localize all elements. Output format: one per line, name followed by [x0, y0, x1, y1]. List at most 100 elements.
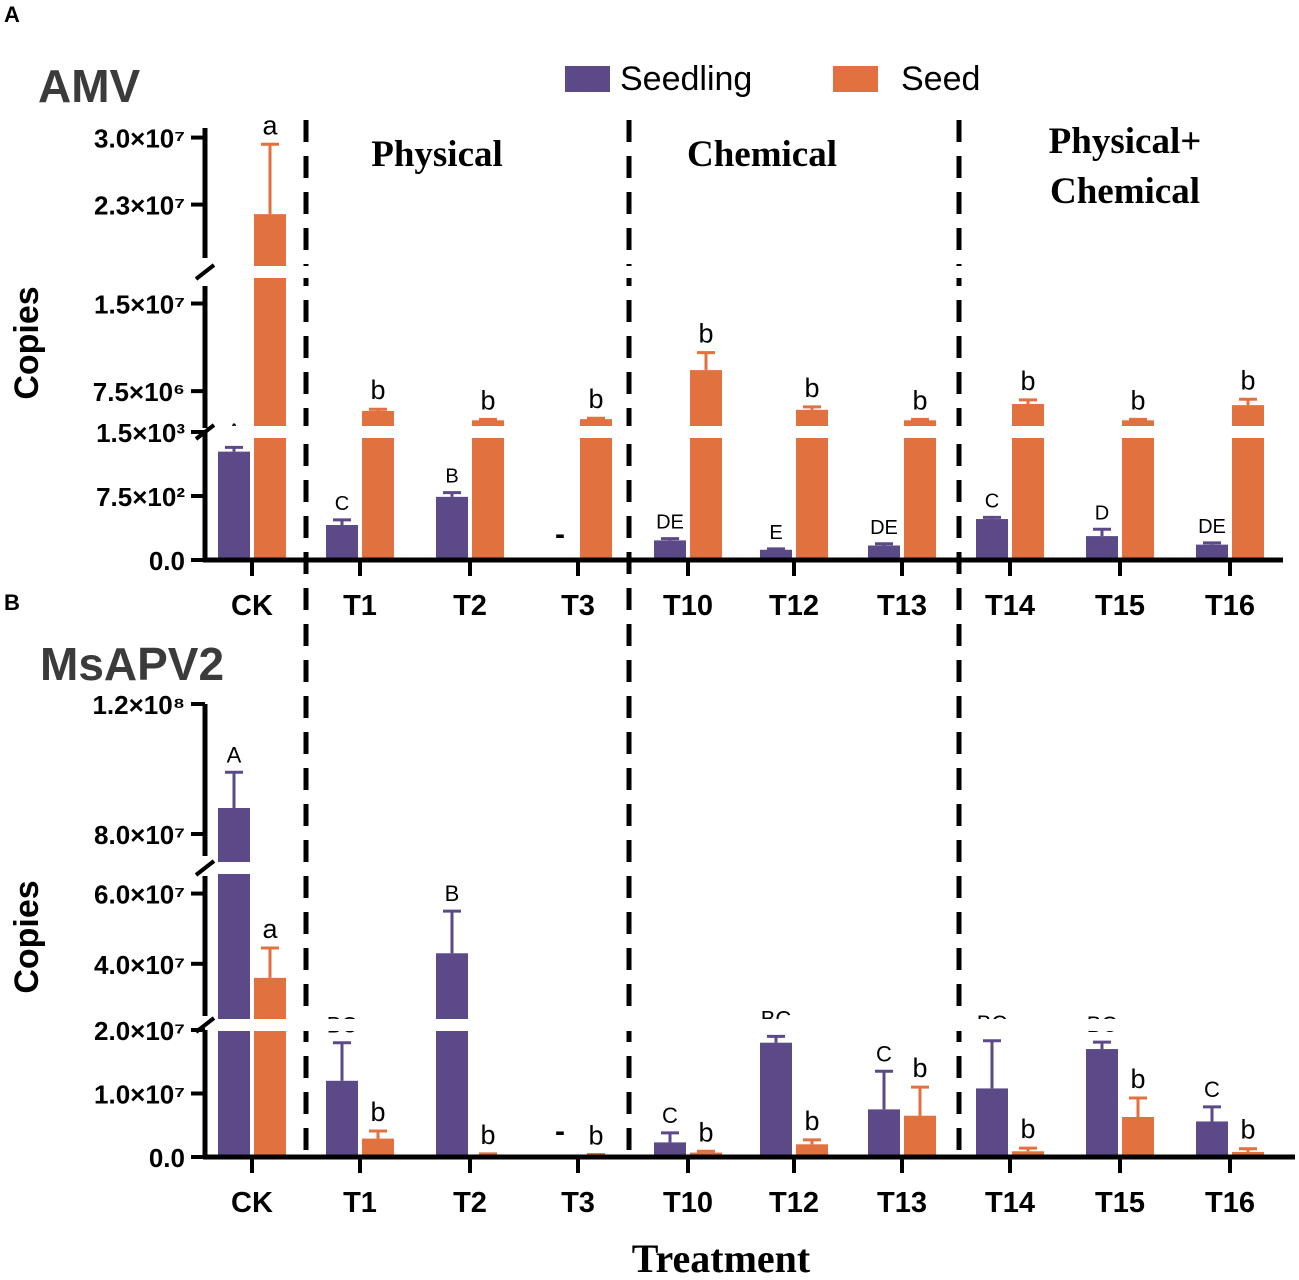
panel-b-sig-letter-seedling-T13: C: [876, 1041, 892, 1066]
panel-b-sig-letter-seed-T1: b: [370, 1097, 385, 1127]
panel-b-bar-seedling-T16: [1196, 1121, 1228, 1157]
panel-a-bar-seed-T2: [472, 420, 504, 560]
panel-b-sig-letter-seed-T13: b: [912, 1053, 927, 1083]
panel-b-title: MsAPV2: [40, 638, 224, 690]
panel-a-sig-letter-seedling-T14: C: [985, 490, 999, 512]
panel-a-bar-seedling-T13: [868, 545, 900, 560]
panel-a-sig-letter-seed-T14: b: [1020, 366, 1035, 396]
panel-a-x-tick-label-T15: T15: [1095, 590, 1145, 622]
panel-a-axis-break-mark-2: [194, 263, 216, 281]
panel-b-sig-letter-seedling-T2: B: [445, 881, 460, 906]
panel-a-y-tick-label-mid-1: 1.5×10⁷: [94, 290, 185, 320]
panel-b-axis-break-gap-1: [211, 1019, 1299, 1031]
panel-b-sig-letter-seed-T3: b: [588, 1120, 603, 1150]
panel-b-axis-break-mark-2: [194, 859, 216, 877]
panel-a-x-tick-label-CK: CK: [231, 590, 273, 622]
panel-b-x-tick-label-T12: T12: [769, 1187, 819, 1219]
panel-a-axis-break-mark-1: [194, 423, 216, 441]
panel-a-x-tick-label-T2: T2: [453, 590, 487, 622]
panel-b-sig-letter-seedling-T10: C: [662, 1103, 678, 1128]
panel-b-sig-letter-seed-T16: b: [1240, 1115, 1255, 1145]
panel-b-sig-letter-seed-T15: b: [1130, 1064, 1145, 1094]
panel-a-sig-letter-seedling-T16: DE: [1198, 516, 1226, 538]
panel-b-bar-seedling-T14: [976, 1088, 1008, 1157]
panel-b-sig-letter-seedling-T16: C: [1204, 1077, 1220, 1102]
panel-a-sig-letter-seed-T1: b: [370, 375, 385, 405]
panel-a-sig-letter-seedling-T3: -: [555, 518, 565, 551]
panel-b-plot: AaBCbBb-bCbBCbCbBCbBCbCb0.01.0×10⁷2.0×10…: [92, 690, 1299, 1219]
panel-b-x-tick-label-T2: T2: [453, 1187, 487, 1219]
panel-b-y-tick-label-low-0: 0.0: [149, 1143, 185, 1173]
panel-b-x-tick-label-T14: T14: [985, 1187, 1035, 1219]
panel-a-sig-letter-seedling-T1: C: [335, 493, 349, 515]
panel-a-sig-letter-seedling-T13: DE: [870, 517, 898, 539]
panel-b-bar-seed-T13: [904, 1115, 936, 1157]
panel-a-x-tick-label-T12: T12: [769, 590, 819, 622]
panel-b-sig-letter-seed-CK: a: [262, 914, 278, 944]
panel-a-bar-seedling-T10: [654, 540, 686, 560]
panel-a-y-tick-label-low-1: 7.5×10²: [96, 482, 185, 512]
panel-a-bar-seed-T15: [1122, 420, 1154, 560]
panel-b-bar-seedling-T13: [868, 1109, 900, 1157]
panel-b-y-tick-label-mid-0: 4.0×10⁷: [94, 950, 185, 980]
panel-a-bar-seedling-T1: [326, 525, 358, 560]
legend-seedling-label: Seedling: [620, 60, 752, 98]
panel-a-x-tick-label-T14: T14: [985, 590, 1035, 622]
panel-b-axis-break-gap-2: [211, 862, 1299, 874]
panel-b-axis-break-mark-1: [194, 1016, 216, 1034]
panel-a-bar-seedling-T14: [976, 519, 1008, 560]
panel-b-y-tick-label-low-2: 2.0×10⁷: [94, 1016, 185, 1046]
group-label-physical: Physical: [371, 134, 503, 175]
panel-a-bar-seedling-T2: [436, 496, 468, 560]
legend-seedling-swatch: [565, 66, 610, 92]
panel-a-bar-seed-T10: [690, 370, 722, 560]
legend-seed-swatch: [833, 66, 878, 92]
panel-a-x-tick-label-T10: T10: [663, 590, 713, 622]
panel-a-sig-letter-seed-CK: a: [262, 110, 278, 140]
panel-b-bar-seed-T1: [362, 1138, 394, 1157]
panel-b-x-tick-label-T16: T16: [1205, 1187, 1255, 1219]
panel-b-bar-seed-T15: [1122, 1116, 1154, 1157]
panel-b-sig-letter-seedling-CK: A: [227, 742, 242, 767]
panel-b-bar-seedling-CK: [218, 808, 250, 1157]
panel-b-sig-letter-seed-T12: b: [804, 1106, 819, 1136]
panel-a-bar-seed-T3: [580, 419, 612, 560]
panel-b-y-tick-label-high-0: 8.0×10⁷: [94, 820, 185, 850]
panel-b-sig-letter-seed-T10: b: [698, 1117, 713, 1147]
panel-a-sig-letter-seed-T12: b: [804, 373, 819, 403]
panel-a-bar-seedling-CK: [218, 451, 250, 560]
panel-a-sig-letter-seed-T13: b: [912, 385, 927, 415]
panel-b-y-axis-label: Copies: [8, 880, 46, 993]
panel-b-y-tick-label-high-1: 1.2×10⁸: [92, 690, 185, 720]
panel-b-x-tick-label-T3: T3: [561, 1187, 595, 1219]
panel-b-y-tick-label-low-1: 1.0×10⁷: [94, 1080, 185, 1110]
panel-b-x-tick-label-T1: T1: [343, 1187, 377, 1219]
panel-a-y-tick-label-high-1: 3.0×10⁷: [94, 124, 185, 154]
panel-b-bar-seedling-T15: [1086, 1049, 1118, 1157]
panel-b-sig-letter-seed-T14: b: [1020, 1114, 1035, 1144]
panel-b-bar-seed-CK: [254, 977, 286, 1157]
group-label-combined-line2: Chemical: [1050, 171, 1200, 212]
panel-b-y-tick-label-mid-1: 6.0×10⁷: [94, 880, 185, 910]
panel-a-plot: AaCbBb-bDEbEbDEbCbDbDEb0.07.5×10²1.5×10³…: [93, 110, 1289, 622]
legend-seed-label: Seed: [901, 60, 980, 98]
panel-a-x-tick-label-T13: T13: [877, 590, 927, 622]
panel-a-sig-letter-seed-T16: b: [1240, 365, 1255, 395]
panel-b-x-tick-label-CK: CK: [231, 1187, 273, 1219]
panel-b-bar-seedling-T12: [760, 1042, 792, 1157]
panel-a-x-tick-label-T1: T1: [343, 590, 377, 622]
panel-b-bar-seedling-T1: [326, 1080, 358, 1157]
panel-a-letter: A: [4, 2, 20, 27]
panel-a-sig-letter-seedling-T15: D: [1095, 502, 1109, 524]
panel-b-bar-seedling-T2: [436, 953, 468, 1157]
panel-b-letter: B: [4, 590, 20, 615]
panel-a-sig-letter-seed-T2: b: [480, 385, 495, 415]
panel-a-axis-break-gap-2: [211, 266, 1289, 278]
panel-a-axis-break-gap-1: [211, 426, 1289, 438]
panel-a-sig-letter-seedling-T10: DE: [656, 512, 684, 534]
panel-a-bar-seedling-T12: [760, 549, 792, 560]
panel-a-sig-letter-seed-T15: b: [1130, 385, 1145, 415]
panel-b-bar-seed-T14: [1012, 1151, 1044, 1157]
panel-a-bar-seedling-T15: [1086, 536, 1118, 560]
